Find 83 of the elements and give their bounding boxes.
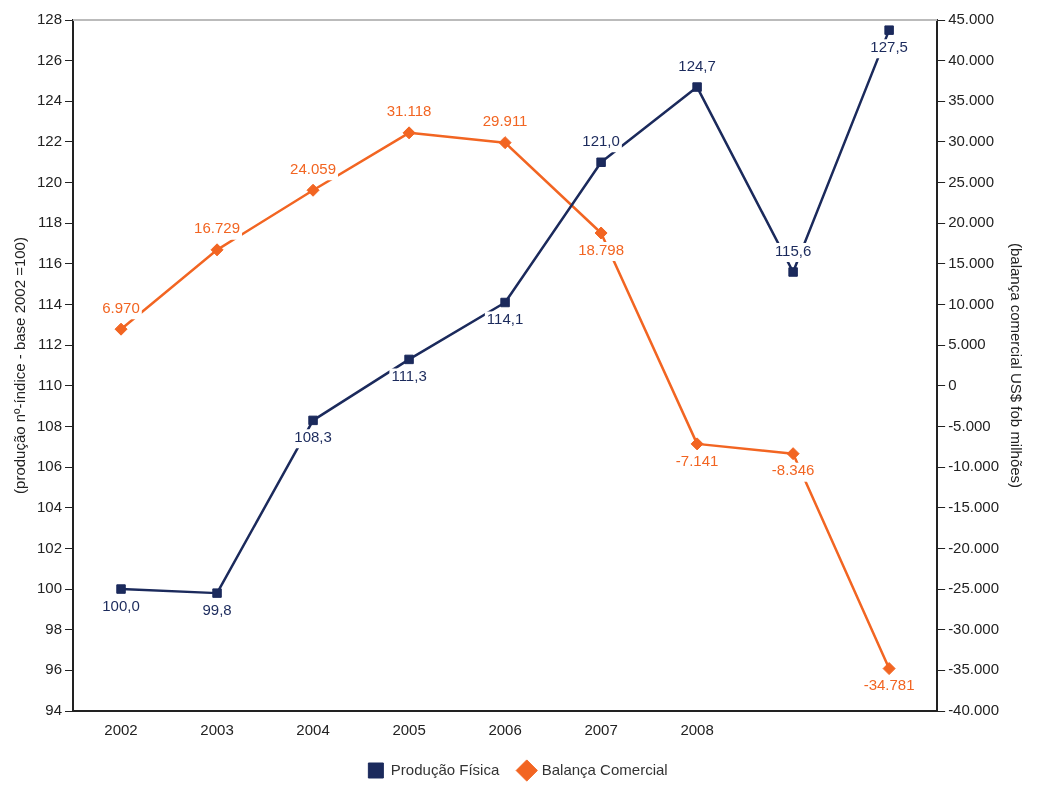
data-label: 29.911 — [482, 112, 528, 130]
data-label: 16.729 — [194, 219, 240, 237]
y-tick-label: 104 — [37, 497, 63, 515]
y2-axis-title: (balança comercial US$ fob milhões) — [1007, 242, 1025, 489]
y2-tick-label: 0 — [948, 375, 957, 393]
point — [500, 297, 510, 308]
y2-tick-label: -10.000 — [948, 457, 999, 475]
y2-tick-label: -5.000 — [948, 416, 991, 434]
point — [498, 136, 512, 150]
x-tick-label: 2004 — [296, 721, 330, 739]
point — [692, 82, 702, 92]
y2-tick-label: -20.000 — [948, 538, 999, 556]
y2-tick-label: 40.000 — [948, 50, 995, 68]
y2-tick-label: -35.000 — [948, 660, 999, 678]
legend-label: Balança Comercial — [541, 760, 668, 778]
point — [308, 415, 318, 426]
data-label: 100,0 — [102, 596, 140, 614]
point — [212, 588, 222, 598]
y2-tick-label: 5.000 — [948, 335, 986, 353]
data-label: -7.141 — [675, 451, 719, 469]
y-tick-label: 128 — [37, 10, 63, 28]
y-tick-label: 116 — [38, 254, 63, 272]
y-tick-label: 118 — [38, 213, 63, 231]
y-tick-label: 102 — [37, 538, 63, 556]
point — [882, 662, 896, 676]
data-label: 127,5 — [870, 37, 908, 55]
x-tick-label: 2002 — [104, 721, 138, 739]
y-tick-label: 100 — [37, 579, 63, 597]
point — [306, 183, 320, 197]
y-tick-label: 122 — [37, 132, 63, 150]
y2-tick-label: -25.000 — [948, 579, 999, 597]
x-tick-label: 2005 — [392, 721, 426, 739]
data-label: 114,1 — [486, 310, 524, 328]
data-label: 121,0 — [582, 131, 620, 149]
point — [404, 354, 414, 365]
y-tick-label: 124 — [37, 91, 63, 109]
point — [690, 437, 704, 451]
point — [596, 157, 606, 168]
x-tick-label: 2008 — [680, 721, 714, 739]
data-label: -34.781 — [863, 676, 915, 694]
data-label: 108,3 — [294, 428, 332, 446]
y-tick-label: 120 — [37, 172, 63, 190]
y2-tick-label: 15.000 — [948, 254, 995, 272]
data-label: 24.059 — [290, 159, 336, 177]
y-axis-title: (produção nº-índice - base 2002 =100) — [11, 237, 29, 494]
y2-tick-label: -30.000 — [948, 619, 999, 637]
y2-tick-label: -15.000 — [948, 497, 999, 515]
point — [786, 447, 800, 461]
point — [402, 126, 416, 140]
x-tick-label: 2006 — [488, 721, 522, 739]
y-tick-label: 106 — [37, 457, 63, 475]
data-label: 18.798 — [578, 240, 625, 258]
y-tick-label: 126 — [37, 50, 63, 68]
y2-tick-label: 45.000 — [948, 10, 995, 28]
data-label: -8.346 — [771, 461, 815, 479]
data-label: 111,3 — [391, 367, 427, 385]
y-tick-label: 98 — [45, 619, 63, 637]
data-label: 115,6 — [774, 241, 812, 259]
x-tick-label: 2007 — [584, 721, 618, 739]
y2-tick-label: 25.000 — [948, 172, 995, 190]
point — [788, 267, 798, 277]
data-label: 31.118 — [386, 102, 432, 120]
point — [114, 322, 128, 336]
legend-label: Produção Física — [390, 760, 500, 778]
y2-tick-label: 20.000 — [948, 213, 995, 231]
y2-tick-label: -40.000 — [948, 701, 999, 719]
y2-tick-label: 35.000 — [948, 91, 995, 109]
y2-tick-label: 30.000 — [948, 132, 995, 150]
point — [594, 226, 608, 240]
x-tick-label: 2003 — [200, 721, 234, 739]
data-label: 99,8 — [202, 600, 232, 618]
data-label: 6.970 — [102, 298, 140, 316]
data-label: 124,7 — [678, 56, 716, 74]
y2-tick-label: 10.000 — [948, 294, 995, 312]
y-tick-label: 112 — [38, 335, 63, 353]
y-tick-label: 108 — [37, 416, 63, 434]
y-tick-label: 110 — [38, 375, 63, 393]
y-tick-label: 114 — [38, 294, 63, 312]
point — [884, 25, 894, 35]
y-tick-label: 96 — [45, 660, 63, 678]
point — [116, 584, 126, 594]
point — [210, 243, 224, 257]
y-tick-label: 94 — [45, 701, 63, 719]
